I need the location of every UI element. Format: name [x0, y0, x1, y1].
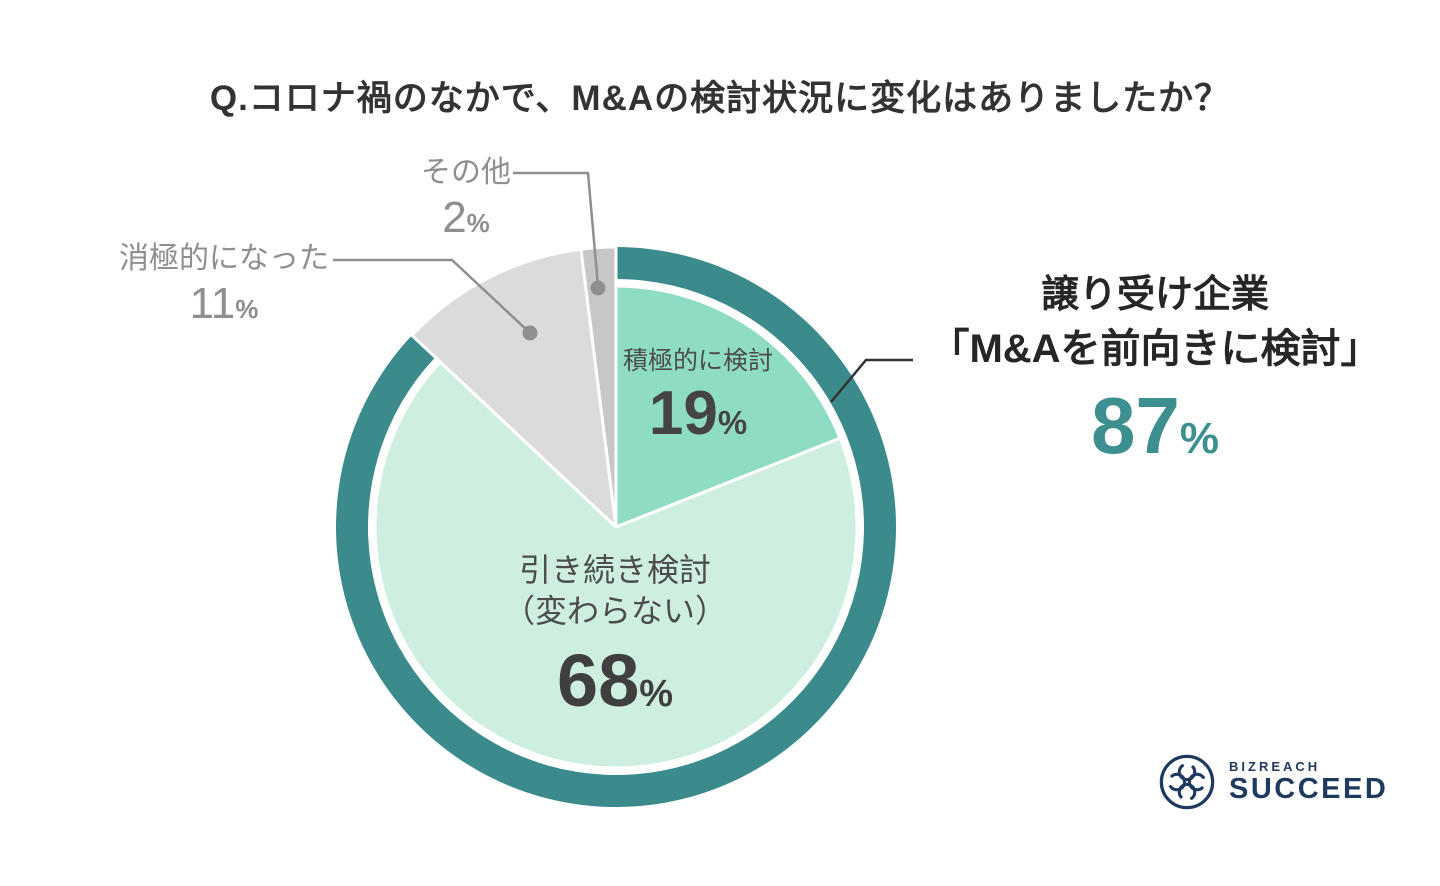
pie-slices-group: [336, 245, 897, 807]
annotation-line1: 譲り受け企業: [1040, 274, 1269, 316]
leader-lines-group: [333, 171, 913, 403]
percent-sign: %: [717, 403, 748, 441]
slice-label-continuing: 引き続き検討 （変わらない） 68%: [478, 550, 752, 723]
slice-label-active: 積極的に検討 19%: [610, 347, 786, 449]
slice-value-negative: 11%: [189, 278, 259, 328]
leader-line-other: [513, 171, 600, 287]
bizreach-succeed-logo: BIZREACH SUCCEED: [1158, 753, 1388, 811]
percent-sign: %: [639, 672, 674, 715]
slice-value-active: 19%: [648, 378, 748, 448]
slice-value-continuing: 68%: [556, 638, 674, 722]
logo-emblem-icon: [1159, 754, 1215, 810]
logo-text: BIZREACH SUCCEED: [1229, 758, 1389, 805]
highlight-annotation: 譲り受け企業 「M&Aを前向きに検討」 87%: [912, 272, 1398, 472]
pie-slice-1: [373, 360, 859, 770]
pie-slice-3: [579, 245, 618, 529]
percent-sign: %: [466, 207, 490, 238]
slice-label-negative-text: 消極的になった: [119, 242, 329, 275]
percent-sign: %: [235, 293, 259, 324]
pie-slice-0: [614, 284, 842, 529]
slice-label-active-text: 積極的に検討: [622, 347, 773, 375]
slice-label-negative: 消極的になった 11%: [118, 242, 330, 329]
chart-question-title: Q.コロナ禍のなかで、M&Aの検討状況に変化はありましたか？: [209, 79, 1231, 118]
annotation-line2: 「M&Aを前向きに検討」: [929, 326, 1381, 371]
leader-dot-other: [590, 280, 606, 296]
annotation-value: 87%: [1090, 380, 1220, 470]
leader-dot-negative: [522, 325, 538, 341]
slice-label-continuing-line2: （変わらない）: [502, 592, 727, 629]
slice-label-continuing-line1: 引き続き検討: [518, 552, 711, 588]
pie-slice-2: [410, 247, 618, 529]
leader-line-highlight: [830, 358, 913, 403]
slice-label-other: その他 2%: [396, 156, 536, 243]
slice-label-other-text: その他: [421, 156, 511, 189]
slice-value-other: 2%: [442, 192, 490, 242]
logo-brand: BIZREACH: [1229, 758, 1321, 774]
leader-line-negative: [333, 258, 530, 333]
percent-sign: %: [1179, 413, 1220, 463]
logo-product: SUCCEED: [1229, 772, 1389, 805]
